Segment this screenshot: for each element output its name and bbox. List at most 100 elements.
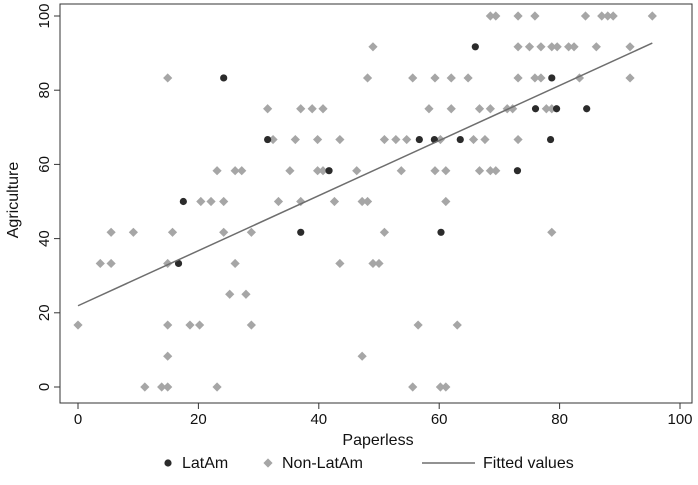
latam-point [325,167,333,175]
y-tick-label: 0 [36,383,53,391]
non-latam-point [480,134,490,145]
non-latam-point [513,134,523,145]
non-latam-point [285,166,295,176]
non-latam-point [463,73,473,83]
non-latam-point [547,227,557,237]
non-latam-point [185,320,195,330]
non-latam-point [167,227,178,237]
non-latam-point [230,258,240,269]
non-latam-point [474,166,485,176]
x-axis-title: Paperless [342,432,413,449]
non-latam-point [468,134,479,145]
non-latam-point [625,73,635,83]
non-latam-point [435,382,446,392]
non-latam-point [446,73,456,83]
non-latam-point [352,166,362,176]
non-latam-point [391,134,401,145]
non-latam-point [219,227,229,237]
non-latam-point [446,104,456,114]
non-latam-point [246,227,256,237]
non-latam-point [491,11,501,21]
latam-point [471,43,479,51]
non-latam-point [357,351,367,361]
data-marks [73,11,657,392]
latam-point [583,105,591,113]
non-latam-point [318,104,328,114]
non-latam-point [547,104,557,114]
latam-point [437,228,445,236]
non-latam-point [485,104,495,114]
non-latam-point [195,320,205,330]
legend-label: Non-LatAm [282,455,363,472]
non-latam-point [430,73,440,83]
x-tick-label: 80 [551,411,568,428]
non-latam-point [106,227,116,237]
non-latam-point [312,134,323,145]
non-latam-point [196,196,206,207]
non-latam-point [246,320,256,330]
non-latam-point [513,42,523,52]
non-latam-point [335,258,345,269]
non-latam-point [307,104,317,114]
non-latam-point [230,166,240,176]
latam-point [456,135,464,144]
non-latam-point [163,258,173,269]
non-latam-point [513,73,523,83]
latam-point [415,135,423,144]
non-latam-point [241,289,251,299]
y-tick-label: 100 [36,3,53,28]
non-latam-point [95,258,105,269]
x-tick-label: 60 [431,411,448,428]
y-tick-label: 80 [36,82,53,99]
non-latam-point [157,382,167,392]
non-latam-point [536,42,546,52]
non-latam-point [603,11,613,21]
non-latam-point [452,320,462,330]
latam-point [174,259,183,268]
latam-point [546,135,555,144]
non-latam-point [268,134,278,145]
non-latam-point [212,166,222,176]
non-latam-point [206,196,216,207]
non-latam-point [374,258,384,269]
non-latam-point [625,42,635,52]
non-latam-point [219,196,229,207]
non-latam-point [318,166,328,176]
non-latam-point [530,73,540,83]
non-latam-point [396,166,406,176]
x-tick-label: 20 [190,411,207,428]
y-tick-label: 20 [36,304,53,321]
non-latam-point [296,104,306,114]
legend-label: Fitted values [483,455,574,472]
latam-point [513,167,522,175]
y-tick-label: 60 [36,156,53,173]
non-latam-point [474,104,485,114]
non-latam-point [441,196,451,207]
non-latam-point [574,73,585,83]
non-latam-point [441,382,451,392]
non-latam-point [362,73,373,83]
non-latam-point [491,166,501,176]
non-latam-point [441,166,451,176]
non-latam-point [408,382,418,392]
y-axis-title: Agriculture [5,162,22,239]
latam-point [264,135,272,144]
non-latam-point [163,351,173,361]
non-latam-point [368,42,378,52]
non-latam-point [237,166,247,176]
non-latam-point [413,320,423,330]
latam-point [552,105,561,113]
legend-latam-marker [164,459,172,467]
non-latam-point [591,42,601,52]
non-latam-point [263,104,273,114]
legend-label: LatAm [182,455,228,472]
latam-point [297,228,305,236]
non-latam-point [430,166,440,176]
x-tick-label: 100 [667,411,692,428]
y-tick-label: 40 [36,230,53,247]
non-latam-point [408,73,418,83]
non-latam-point [312,166,323,176]
non-latam-point [290,134,300,145]
non-latam-point [569,42,579,52]
legend-non-latam-marker [263,458,273,468]
